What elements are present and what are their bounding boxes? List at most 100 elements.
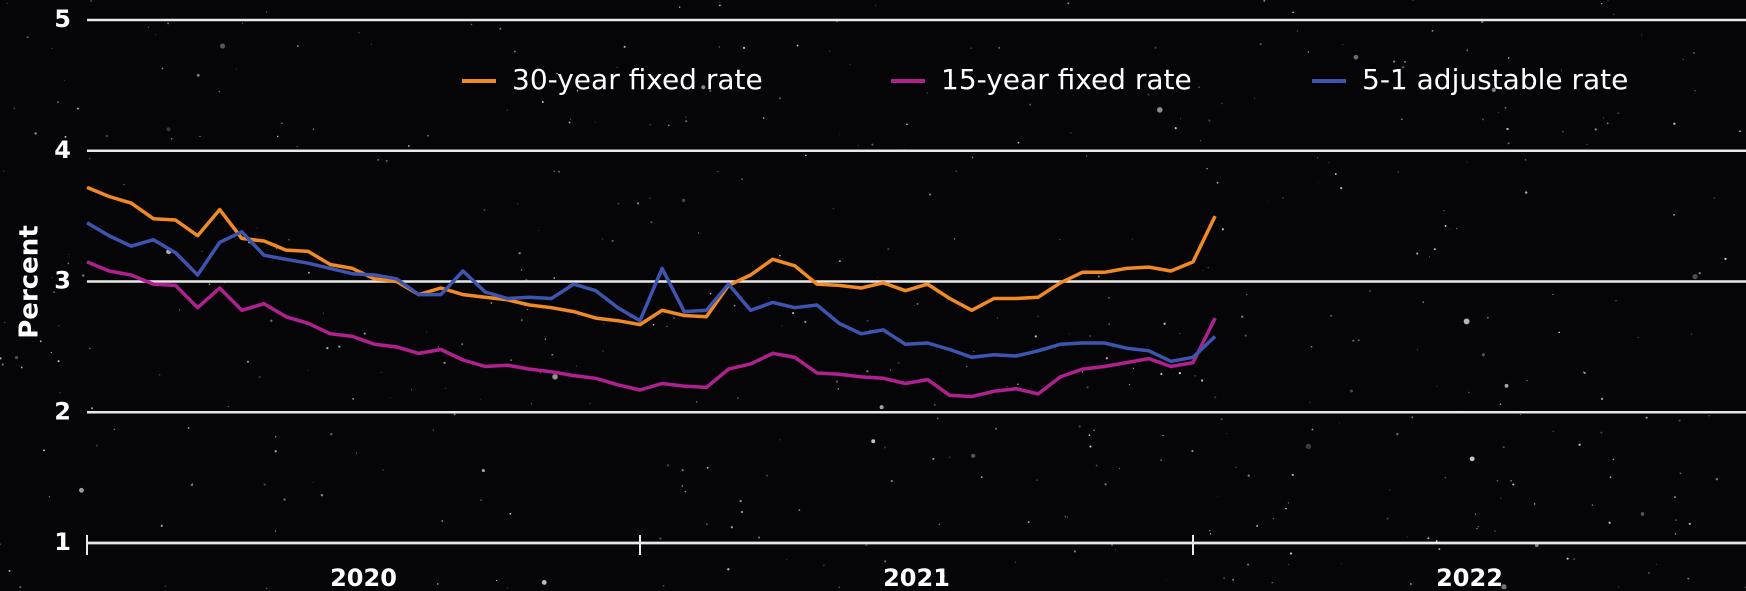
star (1220, 418, 1223, 421)
star (323, 312, 324, 314)
star (1573, 558, 1576, 561)
star (1029, 103, 1032, 106)
star (681, 469, 684, 472)
star (1263, 0, 1266, 2)
star (727, 568, 730, 571)
star (1200, 379, 1204, 382)
star (1393, 60, 1396, 63)
star (1350, 389, 1353, 393)
y-tick-label: 4 (54, 136, 71, 164)
x-tick-label: 2022 (1436, 564, 1503, 591)
star (835, 380, 839, 383)
star (871, 143, 874, 146)
star (161, 67, 164, 70)
star (1064, 515, 1067, 518)
star (1027, 521, 1030, 524)
star (56, 101, 59, 104)
star (1086, 386, 1089, 389)
star (1409, 583, 1412, 585)
star (602, 350, 604, 352)
star (1272, 518, 1274, 520)
star (616, 66, 618, 68)
star (718, 46, 721, 48)
star (444, 387, 446, 389)
star (684, 490, 687, 493)
star (1194, 375, 1196, 377)
star (1340, 186, 1343, 190)
star (685, 116, 687, 118)
star (158, 374, 161, 376)
star (1401, 118, 1403, 121)
star (1339, 422, 1341, 424)
star (839, 133, 841, 135)
star (59, 391, 61, 394)
star (380, 371, 382, 374)
star (95, 444, 98, 447)
star (779, 439, 781, 441)
star (296, 146, 298, 148)
star (1178, 372, 1182, 375)
star (1402, 66, 1405, 69)
x-tick-label: 2021 (883, 564, 950, 591)
star (1519, 414, 1521, 416)
star (516, 203, 519, 205)
star (1708, 415, 1710, 417)
star (1386, 517, 1389, 520)
star (155, 34, 157, 36)
star (1609, 476, 1612, 478)
star (426, 331, 428, 333)
star (190, 484, 193, 487)
star (929, 193, 932, 196)
star (51, 47, 53, 49)
star (611, 239, 614, 242)
star (1105, 357, 1108, 360)
star (171, 138, 173, 140)
star (1687, 577, 1690, 580)
star (823, 564, 825, 567)
star (0, 357, 2, 360)
star (1244, 334, 1247, 337)
star (246, 360, 250, 363)
star (1694, 89, 1696, 92)
star (1561, 130, 1564, 133)
star (355, 452, 357, 454)
star (1466, 161, 1468, 163)
star (64, 79, 66, 81)
star (68, 254, 70, 255)
star (762, 117, 765, 119)
star (913, 305, 915, 306)
star (739, 499, 742, 503)
star (1512, 483, 1515, 486)
star (1069, 333, 1071, 335)
star (490, 302, 493, 304)
star (265, 11, 268, 13)
star (556, 72, 558, 75)
star (1606, 122, 1609, 125)
star (1444, 477, 1447, 479)
star (602, 322, 605, 325)
star (1202, 270, 1204, 271)
star (4, 322, 6, 324)
star (766, 475, 768, 477)
star (1504, 383, 1509, 388)
star (1285, 507, 1287, 510)
star (499, 27, 502, 30)
star (1552, 430, 1555, 433)
star (651, 82, 653, 84)
star (805, 154, 807, 157)
star (998, 47, 1000, 49)
star (57, 360, 60, 363)
star (953, 238, 956, 240)
star (296, 45, 299, 48)
star (1618, 586, 1619, 588)
star (758, 536, 761, 539)
star (209, 283, 211, 285)
star (1496, 480, 1499, 482)
star (20, 366, 23, 369)
star (6, 3, 8, 5)
star (698, 232, 700, 234)
star (1207, 266, 1210, 269)
star (1259, 43, 1262, 46)
star (1128, 383, 1131, 386)
